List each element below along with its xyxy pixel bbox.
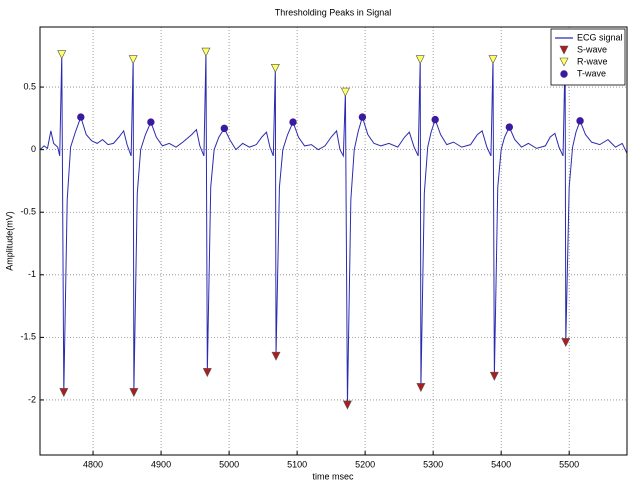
legend-swatch bbox=[559, 45, 569, 55]
x-tick-label: 5500 bbox=[559, 459, 579, 469]
x-tick-label: 4800 bbox=[83, 459, 103, 469]
axes-frame bbox=[39, 26, 628, 456]
marker bbox=[340, 87, 350, 97]
chart-title: Thresholding Peaks in Signal bbox=[275, 7, 392, 17]
legend-swatch bbox=[559, 57, 569, 67]
legend-swatch bbox=[560, 70, 568, 78]
marker bbox=[489, 371, 499, 381]
marker bbox=[488, 55, 498, 65]
x-tick-label: 5200 bbox=[355, 459, 375, 469]
y-tick-label: -1.5 bbox=[20, 332, 36, 342]
marker bbox=[77, 113, 85, 121]
x-tick-label: 5000 bbox=[219, 459, 239, 469]
marker bbox=[416, 383, 426, 393]
y-tick-label: -0.5 bbox=[20, 207, 36, 217]
legend-label: R-wave bbox=[577, 56, 608, 66]
marker bbox=[57, 50, 67, 60]
marker bbox=[561, 338, 571, 348]
marker bbox=[129, 388, 139, 398]
marker bbox=[576, 117, 584, 125]
marker bbox=[415, 55, 425, 65]
x-tick-label: 4900 bbox=[151, 459, 171, 469]
marker bbox=[431, 115, 439, 124]
x-tick-label: 5300 bbox=[423, 459, 443, 469]
legend-label: S-wave bbox=[577, 44, 607, 54]
y-tick-label: -2 bbox=[28, 394, 36, 404]
marker bbox=[271, 351, 281, 361]
y-tick-label: -1 bbox=[28, 269, 36, 279]
x-tick-label: 5400 bbox=[491, 459, 511, 469]
legend-label: ECG signal bbox=[577, 32, 623, 42]
plot-area bbox=[40, 27, 627, 455]
marker bbox=[147, 118, 155, 126]
marker bbox=[201, 47, 211, 57]
y-tick-label: 0 bbox=[31, 144, 36, 154]
y-tick-label: 0.5 bbox=[23, 81, 36, 91]
marker bbox=[270, 63, 280, 73]
marker bbox=[505, 123, 514, 131]
x-tick-label: 5100 bbox=[287, 459, 307, 469]
marker bbox=[59, 388, 69, 398]
marker bbox=[128, 55, 138, 65]
legend-label: T-wave bbox=[577, 68, 606, 78]
y-axis-label: Amplitude(mV) bbox=[4, 211, 14, 271]
marker bbox=[358, 113, 367, 121]
x-axis-label: time msec bbox=[312, 471, 354, 481]
marker bbox=[220, 124, 229, 133]
marker bbox=[289, 118, 297, 126]
marker bbox=[342, 400, 352, 410]
ecg-line bbox=[40, 52, 627, 405]
marker bbox=[202, 368, 212, 378]
